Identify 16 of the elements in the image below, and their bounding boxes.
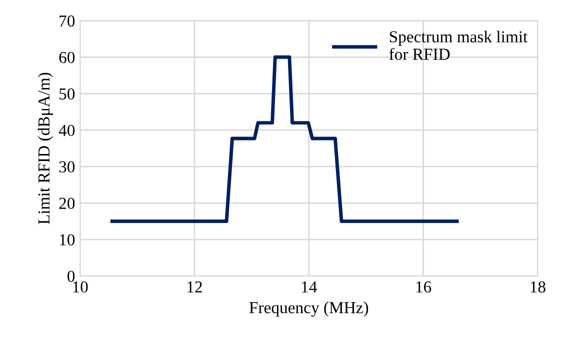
legend-label: Spectrum mask limit for RFID xyxy=(389,30,528,60)
x-tick-label: 18 xyxy=(530,281,546,293)
y-tick-label: 40 xyxy=(58,124,75,136)
y-axis-title: Limit RFID (dBμA/m) xyxy=(38,72,53,224)
x-tick-label: 12 xyxy=(188,281,202,292)
y-tick-label: 20 xyxy=(59,198,75,210)
y-tick-label: 10 xyxy=(60,234,75,246)
x-axis-title: Frequency (MHz) xyxy=(249,302,368,317)
y-tick-label: 30 xyxy=(59,161,75,173)
y-tick-label: 60 xyxy=(59,52,75,64)
y-tick-label: 70 xyxy=(60,15,75,27)
y-tick-label: 0 xyxy=(68,270,75,282)
x-tick-label: 16 xyxy=(416,281,432,293)
x-tick-label: 10 xyxy=(73,281,88,293)
y-tick-label: 50 xyxy=(60,88,75,100)
x-tick-label: 14 xyxy=(302,281,317,292)
